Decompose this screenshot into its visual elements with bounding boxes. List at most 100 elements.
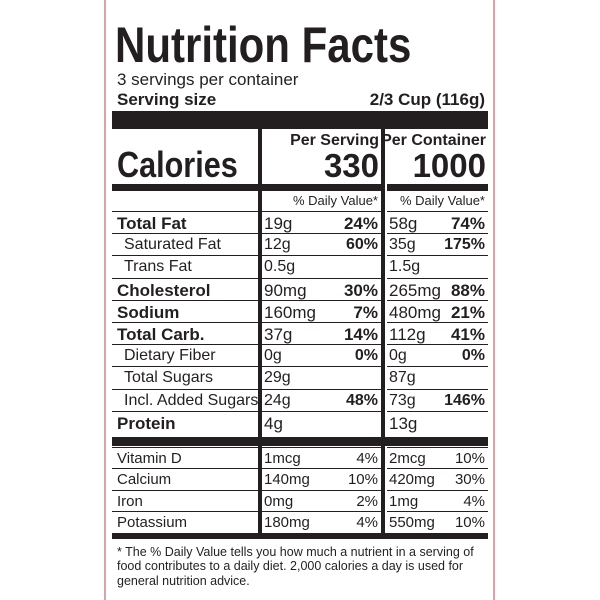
amount: 24g [264, 391, 291, 409]
row-rule [387, 447, 488, 448]
daily-value: 146% [444, 391, 485, 409]
row-rule [387, 344, 488, 346]
rule [112, 111, 488, 129]
amount: 73g [389, 391, 416, 409]
footnote: * The % Daily Value tells you how much a… [117, 545, 474, 588]
amount: 1.5g [389, 258, 421, 276]
nutrient-label: Total Sugars [124, 369, 213, 387]
amount: 13g [389, 413, 418, 433]
amount: 87g [389, 369, 416, 387]
row-rule [262, 366, 381, 368]
row-rule [387, 388, 488, 390]
nutrient-label: Vitamin D [117, 450, 182, 467]
rule [262, 184, 381, 191]
amount: 160mg [264, 302, 316, 322]
rule [112, 533, 488, 539]
row-rule [387, 322, 488, 323]
row-rule [262, 489, 381, 491]
row-rule [112, 233, 258, 235]
row-rule [262, 510, 381, 512]
servings: 3 servings per container [117, 70, 299, 89]
amount: 265mg [389, 280, 441, 300]
row-rule [112, 447, 258, 448]
amount: 12g [264, 236, 291, 254]
row-rule [112, 277, 258, 279]
nutrient-label: Calcium [117, 471, 172, 489]
amount: 90mg [264, 280, 307, 300]
row-rule [262, 447, 381, 448]
amount: 550mg [389, 513, 435, 531]
amount: 180mg [264, 513, 310, 531]
row-rule [112, 510, 258, 512]
daily-value: 30% [454, 471, 485, 489]
amount: 4g [264, 413, 283, 433]
amount: 1mcg [264, 450, 301, 467]
row-rule [387, 277, 488, 279]
daily-value: 41% [450, 325, 485, 344]
amount: 19g [264, 214, 293, 233]
serving-size-value: 2/3 Cup (116g) [369, 90, 485, 109]
row-rule [112, 468, 258, 470]
edge [493, 0, 495, 600]
row-rule [387, 489, 488, 491]
daily-value: 2% [356, 492, 378, 510]
nutrient-label: Incl. Added Sugars [124, 391, 259, 409]
nutrient-label: Trans Fat [124, 258, 192, 276]
calories-value: 330 [323, 147, 379, 184]
col-rule [381, 129, 385, 534]
row-rule [112, 322, 258, 323]
daily-value: 48% [345, 391, 378, 409]
row-rule [112, 366, 258, 368]
daily-value: 0% [354, 347, 378, 365]
column-heading: Per Serving [290, 132, 379, 149]
amount: 35g [389, 236, 416, 254]
daily-value: 21% [450, 302, 485, 322]
col-rule [258, 129, 262, 534]
edge [104, 0, 106, 600]
rule [112, 437, 488, 446]
row-rule [387, 366, 488, 368]
row-rule [112, 410, 258, 412]
daily-value: 4% [463, 492, 485, 510]
nutrient-label: Total Fat [117, 214, 187, 233]
amount: 1mg [389, 492, 419, 510]
daily-value: 4% [356, 450, 378, 467]
amount: 140mg [264, 471, 310, 489]
row-rule [387, 410, 488, 412]
row-rule [112, 211, 258, 212]
nutrient-label: Potassium [117, 513, 188, 531]
row-rule [387, 299, 488, 301]
amount: 112g [389, 325, 426, 344]
rule [112, 184, 258, 191]
nutrient-label: Iron [117, 492, 143, 510]
serving-size-label: Serving size [117, 90, 217, 109]
row-rule [262, 322, 381, 323]
nutrient-label: Total Carb. [117, 325, 205, 344]
row-rule [262, 299, 381, 301]
title: Nutrition Facts [115, 17, 412, 73]
daily-value: 30% [343, 280, 378, 300]
daily-value: 10% [347, 471, 378, 489]
amount: 0g [389, 347, 407, 365]
daily-value: 175% [444, 236, 485, 254]
row-rule [387, 211, 488, 212]
amount: 0mg [264, 492, 294, 510]
row-rule [262, 410, 381, 412]
daily-value: 88% [450, 280, 485, 300]
row-rule [112, 344, 258, 346]
row-rule [262, 344, 381, 346]
amount: 0g [264, 347, 282, 365]
daily-value: 24% [343, 214, 378, 233]
daily-value: 4% [356, 513, 378, 531]
daily-value: 14% [343, 325, 378, 344]
daily-value: 74% [450, 214, 485, 233]
amount: 58g [389, 214, 418, 233]
row-rule [387, 510, 488, 512]
amount: 0.5g [264, 258, 296, 276]
amount: 480mg [389, 302, 441, 322]
amount: 29g [264, 369, 291, 387]
row-rule [262, 233, 381, 235]
row-rule [387, 468, 488, 470]
row-rule [262, 277, 381, 279]
